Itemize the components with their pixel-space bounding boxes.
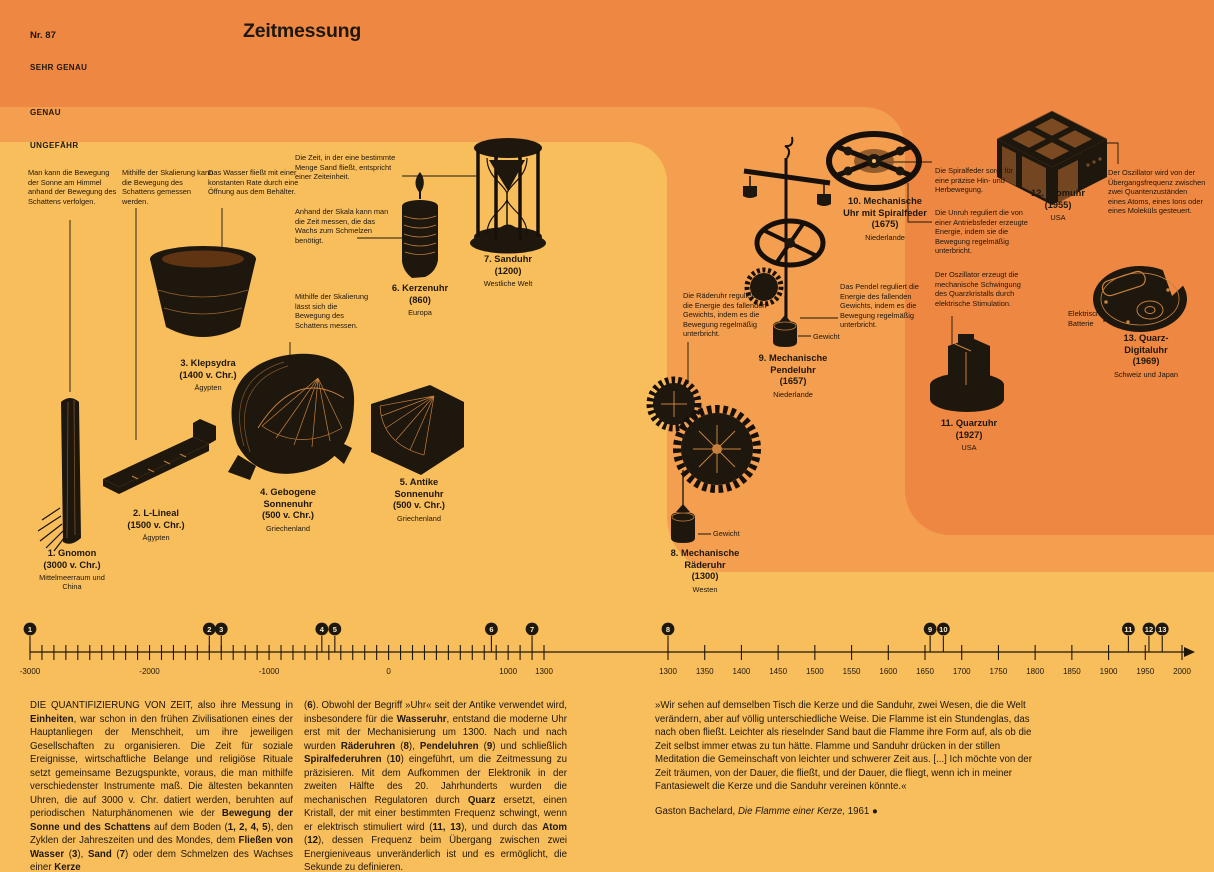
- svg-text:10: 10: [939, 625, 947, 634]
- svg-text:-2000: -2000: [139, 667, 160, 676]
- pendulum-clock-illustration: [743, 136, 831, 347]
- gnomon-illustration: [37, 398, 81, 552]
- annotation-sand-time: Die Zeit, in der eine bestimmte Menge Sa…: [295, 153, 396, 182]
- body-column-1: DIE QUANTIFIZIERUNG VON ZEIT, also ihre …: [30, 700, 294, 872]
- device-label-curved-sundial: 4. Gebogene Sonnenuhr (500 v. Chr.) Griech…: [260, 487, 316, 533]
- device-label-spiral-spring-clock: 10. Mechanische Uhr mit Spiralfeder (1675…: [843, 196, 927, 242]
- svg-text:6: 6: [489, 625, 493, 634]
- svg-text:1: 1: [28, 625, 32, 634]
- band-label-ungefaehr: UNGEFÄHR: [30, 141, 79, 150]
- quartz-clock-illustration: [930, 334, 1004, 412]
- page-number-label: Nr. 87: [30, 30, 56, 41]
- device-label-antique-sundial: 5. Antike Sonnenuhr (500 v. Chr.) Griechen…: [392, 477, 445, 523]
- annotation-shadow-scale: Mithilfe der Skalierung kann die Bewegun…: [122, 168, 214, 206]
- svg-text:1800: 1800: [1026, 667, 1044, 676]
- curved-sundial-illustration: [228, 353, 355, 480]
- svg-text:4: 4: [320, 625, 325, 634]
- quartz-digital-watch-illustration: [1093, 266, 1188, 332]
- svg-text:1750: 1750: [990, 667, 1008, 676]
- page-title: Zeitmessung: [243, 20, 362, 42]
- annotation-water-flow: Das Wasser fließt mit einer konstanten R…: [208, 168, 299, 197]
- balance-spring-clock-illustration: [826, 131, 922, 191]
- svg-text:1650: 1650: [916, 667, 934, 676]
- svg-text:2: 2: [207, 625, 211, 634]
- annotation-spiral-spring: Die Spiralfeder sorgt für eine präzise H…: [935, 166, 1014, 195]
- device-label-quartz-clock: 11. Quarzuhr (1927) USA: [940, 418, 998, 452]
- svg-text:1450: 1450: [769, 667, 787, 676]
- antique-sundial-illustration: [371, 385, 464, 475]
- svg-text:1400: 1400: [733, 667, 751, 676]
- svg-text:1850: 1850: [1063, 667, 1081, 676]
- svg-text:1900: 1900: [1100, 667, 1118, 676]
- svg-text:13: 13: [1158, 625, 1166, 634]
- body-column-3: »Wir sehen auf demselben Tisch die Kerze…: [655, 699, 1037, 818]
- annotation-balance-wheel: Die Unruh reguliert die von einer Antrie…: [935, 208, 1028, 256]
- klepsydra-illustration: [150, 246, 256, 337]
- svg-text:-3000: -3000: [20, 667, 41, 676]
- annotation-weight-gear: Gewicht: [713, 529, 740, 538]
- quote-text: »Wir sehen auf demselben Tisch die Kerze…: [655, 700, 1032, 792]
- device-label-klepsydra: 3. Klepsydra (1400 v. Chr.) Ägypten: [179, 358, 237, 392]
- svg-text:11: 11: [1124, 625, 1132, 634]
- annotation-gear-regulation: Die Räderuhr reguliert die Energie des f…: [683, 291, 767, 339]
- gear-clock-illustration: [646, 376, 761, 543]
- annotation-electric-battery: Elektrische Batterie: [1068, 309, 1105, 328]
- device-label-atomic-clock: 12. Atomuhr (1955) USA: [1031, 188, 1085, 222]
- svg-text:5: 5: [333, 625, 337, 634]
- svg-text:0: 0: [386, 667, 391, 676]
- candle-clock-illustration: [402, 172, 438, 278]
- annotation-sundial-scale: Mithilfe der Skalierung lässt sich die B…: [295, 292, 369, 330]
- annotation-pendulum-regulation: Das Pendel reguliert die Energie des fal…: [840, 282, 919, 330]
- body-column-2: (6). Obwohl der Begriff »Uhr« seit der A…: [304, 700, 568, 872]
- svg-text:1000: 1000: [499, 667, 517, 676]
- annotation-sun-shadow: Man kann die Bewegung der Sonne am Himme…: [28, 168, 117, 206]
- svg-text:1300: 1300: [659, 667, 677, 676]
- device-label-hourglass: 7. Sanduhr (1200) Westliche Welt: [483, 254, 533, 288]
- l-lineal-illustration: [103, 419, 216, 494]
- svg-text:-1000: -1000: [259, 667, 280, 676]
- device-label-l-lineal: 2. L-Lineal (1500 v. Chr.) Ägypten: [127, 508, 185, 542]
- band-label-sehr-genau: SEHR GENAU: [30, 63, 88, 72]
- svg-text:12: 12: [1145, 625, 1153, 634]
- svg-text:1700: 1700: [953, 667, 971, 676]
- annotation-quartz-oscillator: Der Oszillator erzeugt die mechanische S…: [935, 270, 1021, 308]
- svg-text:1300: 1300: [535, 667, 553, 676]
- hourglass-illustration: [470, 138, 546, 254]
- annotation-wax-scale: Anhand der Skala kann man die Zeit messe…: [295, 207, 389, 245]
- svg-text:8: 8: [666, 625, 670, 634]
- device-label-gnomon: 1. Gnomon (3000 v. Chr.) Mittelmeerraum un…: [39, 548, 105, 591]
- device-label-pendulum-clock: 9. Mechanische Pendeluhr (1657) Niederland…: [758, 353, 828, 399]
- annotation-atomic-oscillator: Der Oszillator wird von der Übergangsfre…: [1108, 168, 1206, 216]
- device-label-gear-clock: 8. Mechanische Räderuhr (1300) Westen: [670, 548, 740, 594]
- band-sehr-genau-shape: [0, 0, 1214, 535]
- svg-text:9: 9: [928, 625, 932, 634]
- quote-attribution: Gaston Bachelard, Die Flamme einer Kerze…: [655, 805, 878, 817]
- band-label-genau: GENAU: [30, 108, 61, 117]
- device-label-candle-clock: 6. Kerzenuhr (860) Europa: [391, 283, 449, 317]
- svg-text:3: 3: [219, 625, 223, 634]
- timeline: -3000 -2000 -1000 0 1000 1300 1300 1350 1400 1450…: [20, 622, 1195, 676]
- svg-text:1550: 1550: [843, 667, 861, 676]
- svg-text:1350: 1350: [696, 667, 714, 676]
- svg-text:7: 7: [530, 625, 534, 634]
- atomic-clock-illustration: [996, 110, 1108, 205]
- svg-text:1500: 1500: [806, 667, 824, 676]
- annotation-weight-pendulum: Gewicht: [813, 332, 840, 341]
- device-label-quartz-digital-watch: 13. Quarz-Digitaluhr (1969) Schweiz und Ja…: [1113, 333, 1179, 379]
- svg-text:1950: 1950: [1136, 667, 1154, 676]
- svg-text:2000: 2000: [1173, 667, 1191, 676]
- svg-text:1600: 1600: [879, 667, 897, 676]
